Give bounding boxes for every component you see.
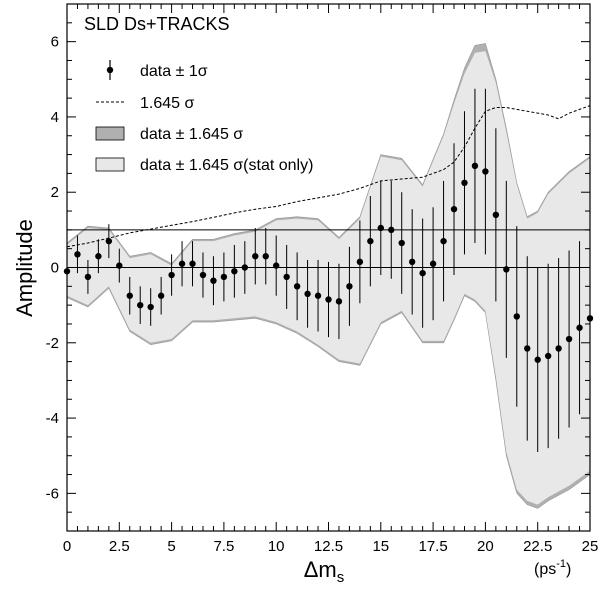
data-point — [231, 268, 238, 275]
axes-layer: 0 2.5 5 7.5 10 12.5 15 17.5 20 22.5 25 -6 -4 -2 0 2 4 6 — [46, 3, 599, 555]
x-tick-label: 12.5 — [314, 538, 343, 555]
y-tick-label: 6 — [51, 34, 59, 51]
x-axis-label-main: Δm — [304, 557, 337, 582]
x-axis-unit-sup: -1 — [556, 558, 566, 570]
data-point — [503, 266, 510, 273]
data-point — [126, 292, 133, 299]
data-points-layer — [63, 88, 594, 452]
data-point — [346, 283, 353, 290]
data-point — [440, 237, 447, 245]
data-point — [74, 251, 81, 258]
y-tick-label: 0 — [51, 260, 59, 277]
legend-band-light: data ± 1.645 σ(stat only) — [140, 157, 313, 174]
x-axis-unit-close: ) — [566, 561, 571, 578]
data-point — [252, 253, 259, 260]
data-point — [544, 352, 552, 360]
data-point — [273, 262, 280, 269]
x-tick-label: 10 — [268, 538, 285, 555]
x-axis-unit-open: (ps — [534, 561, 556, 578]
sensitivity-line-layer — [66, 105, 591, 248]
x-axis-label-sub: s — [337, 569, 345, 584]
data-point — [492, 211, 500, 218]
x-axis-unit: (ps-1) — [534, 558, 571, 578]
y-tick-label: -2 — [46, 335, 59, 352]
data-point — [304, 290, 311, 298]
data-point — [356, 258, 364, 266]
data-point — [461, 179, 468, 187]
x-tick-label: 17.5 — [418, 538, 447, 555]
legend-band-dark: data ± 1.645 σ — [140, 126, 243, 143]
x-tick-label: 20 — [477, 538, 494, 555]
data-point — [325, 296, 332, 303]
legend-data-1sigma: data ± 1σ — [140, 63, 208, 80]
legend: data ± 1σ 1.645 σ data ± 1.645 σ data ± … — [95, 60, 313, 174]
data-point — [137, 301, 144, 309]
data-point — [262, 253, 269, 260]
data-point — [524, 345, 531, 352]
y-tick-label: 2 — [51, 184, 59, 201]
data-point — [116, 262, 123, 269]
x-tick-label: 25 — [582, 538, 599, 555]
data-point — [419, 269, 426, 277]
x-tick-label: 0 — [63, 538, 71, 555]
y-axis-label: Amplitude — [12, 219, 37, 317]
data-point — [408, 258, 416, 266]
data-point — [398, 239, 405, 247]
data-point — [534, 356, 541, 363]
x-tick-label: 7.5 — [213, 538, 234, 555]
data-point — [335, 298, 343, 305]
data-point — [189, 260, 196, 267]
x-tick-label: 15 — [372, 538, 389, 555]
x-tick-label: 2.5 — [109, 538, 130, 555]
legend-dark-band-symbol — [95, 126, 125, 141]
data-point — [105, 237, 113, 245]
data-point — [450, 205, 458, 213]
data-point — [220, 273, 228, 281]
legend-light-band-symbol — [95, 157, 125, 172]
x-axis-label: Δms — [304, 557, 345, 584]
data-point — [157, 292, 165, 299]
legend-point-symbol — [106, 66, 114, 74]
chart-title: SLD Ds+TRACKS — [84, 14, 230, 34]
data-point — [555, 345, 562, 352]
data-point — [377, 224, 384, 232]
x-tick-label: 22.5 — [523, 538, 552, 555]
legend-sensitivity: 1.645 σ — [140, 95, 194, 112]
sensitivity-dashed-line — [66, 105, 591, 248]
data-point — [147, 303, 154, 311]
data-point — [471, 162, 479, 170]
x-tick-label: 5 — [167, 538, 175, 555]
data-point — [513, 313, 520, 320]
data-point — [293, 283, 301, 290]
data-point — [95, 253, 102, 260]
data-point — [84, 273, 92, 281]
y-tick-label: -4 — [46, 410, 59, 427]
data-point — [178, 260, 186, 267]
data-point — [429, 260, 437, 267]
data-point — [367, 237, 374, 245]
data-point — [482, 168, 489, 175]
data-point — [388, 226, 395, 234]
y-tick-label: 4 — [51, 109, 59, 126]
y-tick-label: -6 — [46, 485, 59, 502]
data-point — [565, 335, 573, 343]
data-point — [199, 271, 207, 279]
data-point — [314, 292, 322, 299]
data-point — [210, 277, 217, 284]
data-point — [241, 264, 249, 271]
data-point — [576, 324, 583, 331]
data-point — [168, 271, 175, 279]
data-point — [283, 273, 290, 281]
